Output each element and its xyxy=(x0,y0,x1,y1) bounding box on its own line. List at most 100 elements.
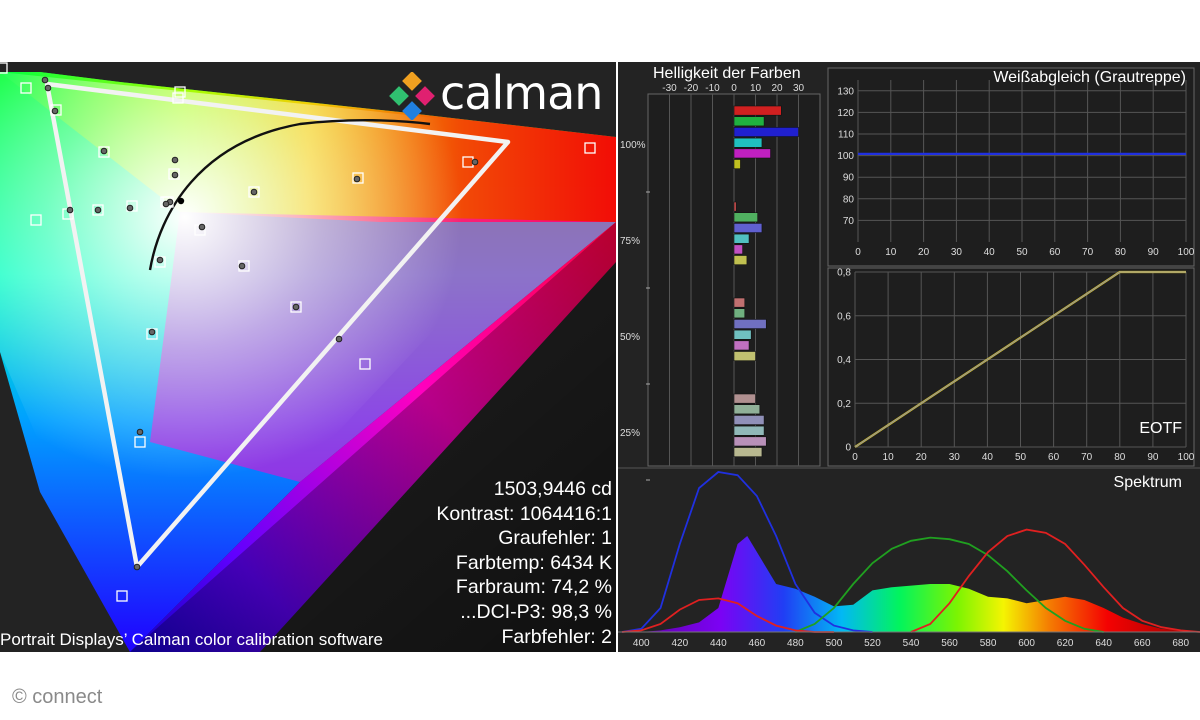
brightness-bar xyxy=(733,308,746,319)
measured-marker xyxy=(148,328,156,336)
measured-marker xyxy=(353,175,361,183)
calman-logo-text: calman xyxy=(440,66,603,120)
eotf-chart: 0,8 0,6 0,4 0,2 00 10 20 30 40 50 60 70 80 90 100 xyxy=(827,267,1195,467)
brightness-bar xyxy=(733,233,750,244)
bar-x-tick: 30 xyxy=(793,83,805,94)
series-line xyxy=(854,271,1186,448)
x-tick-label: 10 xyxy=(885,247,897,258)
target-marker xyxy=(20,82,32,94)
measured-marker xyxy=(66,206,74,214)
readout-gray-error: Graufehler: 1 xyxy=(498,527,612,550)
x-tick-label: 30 xyxy=(949,452,961,463)
brightness-chart-title: Helligkeit der Farben xyxy=(653,65,801,82)
target-marker xyxy=(174,86,186,98)
reference-spectrum-line xyxy=(621,471,873,633)
measured-marker xyxy=(171,156,179,164)
measured-marker xyxy=(171,171,179,179)
spectrum-x-tick: 480 xyxy=(787,638,804,649)
reference-spectrum-line xyxy=(795,536,1104,633)
brightness-bar xyxy=(733,116,765,127)
spectrum-chart: 400 420 440 460 480 500 520 540 560 580 600 620 640 6… xyxy=(618,471,1200,649)
x-tick-label: 80 xyxy=(1115,247,1127,258)
target-marker xyxy=(584,142,596,154)
measured-marker xyxy=(126,204,134,212)
spectrum-x-tick: 680 xyxy=(1172,638,1189,649)
brightness-bar xyxy=(733,255,748,265)
y-tick-label: 90 xyxy=(843,173,855,184)
measured-marker xyxy=(51,107,59,115)
x-tick-label: 50 xyxy=(1016,247,1028,258)
measured-marker xyxy=(238,262,246,270)
spectrum-x-tick: 540 xyxy=(903,638,920,649)
brightness-bar xyxy=(733,244,743,255)
x-tick-label: 20 xyxy=(916,452,928,463)
brightness-bar xyxy=(733,425,765,436)
readout-color-temp: Farbtemp: 6434 K xyxy=(455,551,612,574)
target-marker xyxy=(290,301,302,313)
measured-marker xyxy=(44,84,52,92)
spectrum-chart-title: Spektrum xyxy=(1113,474,1182,491)
x-tick-label: 80 xyxy=(1114,452,1126,463)
brightness-bar xyxy=(733,404,761,415)
x-tick-label: 90 xyxy=(1147,452,1159,463)
brightness-bar xyxy=(733,351,756,361)
bar-level-label: 75% xyxy=(620,236,640,247)
brightness-bar xyxy=(733,340,750,351)
white-balance-chart-title: Weißabgleich (Grautreppe) xyxy=(993,69,1186,86)
measured-marker xyxy=(156,256,164,264)
target-marker xyxy=(134,436,146,448)
target-marker xyxy=(126,200,138,212)
spectrum-x-tick: 440 xyxy=(710,638,727,649)
cie-measurement-markers xyxy=(0,62,596,602)
measured-spectrum xyxy=(622,536,1200,632)
x-tick-label: 90 xyxy=(1148,247,1160,258)
x-tick-label: 30 xyxy=(951,247,963,258)
brightness-bar xyxy=(733,201,737,212)
x-tick-label: 100 xyxy=(1178,452,1195,463)
x-tick-label: 60 xyxy=(1049,247,1061,258)
x-tick-label: 50 xyxy=(1015,452,1027,463)
readout-color-space: Farbraum: 74,2 % xyxy=(455,576,612,599)
measured-marker xyxy=(136,428,144,436)
y-tick-label: 0,2 xyxy=(837,399,851,410)
white-region xyxy=(0,72,616,652)
bar-level-label: 100% xyxy=(620,140,646,151)
target-marker xyxy=(359,358,371,370)
readout-color-error: Farbfehler: 2 xyxy=(501,625,612,648)
target-marker xyxy=(168,168,180,180)
target-marker xyxy=(116,590,128,602)
y-tick-label: 0,4 xyxy=(837,355,851,366)
measured-marker xyxy=(133,563,141,571)
brightness-bar xyxy=(733,415,765,425)
brightness-bar xyxy=(733,447,763,457)
x-tick-label: 0 xyxy=(855,247,861,258)
y-tick-label: 130 xyxy=(837,86,854,97)
readout-luminance: 1503,9446 cd xyxy=(493,478,612,500)
cie-diagram xyxy=(0,62,616,652)
target-marker xyxy=(172,92,184,104)
copyright-watermark: © connect xyxy=(12,686,103,708)
target-marker xyxy=(352,172,364,184)
brightness-bar xyxy=(733,148,771,159)
measured-marker xyxy=(471,158,479,166)
spectrum-x-tick: 460 xyxy=(749,638,766,649)
x-tick-label: 0 xyxy=(852,452,858,463)
y-tick-label: 120 xyxy=(837,108,854,119)
reference-spectrum-line xyxy=(621,597,834,633)
spectrum-x-tick: 420 xyxy=(671,638,688,649)
measured-marker xyxy=(198,223,206,231)
brightness-chart: -30 -20 -10 0 10 20 30 100% 75% 50% 25% xyxy=(620,83,821,481)
measured-marker xyxy=(292,303,300,311)
x-tick-label: 10 xyxy=(883,452,895,463)
measured-marker xyxy=(335,335,343,343)
reference-spectrum-line xyxy=(910,528,1200,633)
planckian-locus xyxy=(148,119,431,271)
brightness-bar xyxy=(733,436,767,447)
brightness-bar xyxy=(733,127,799,137)
brightness-bar xyxy=(733,329,752,340)
charts-panel: -30 -20 -10 0 10 20 30 100% 75% 50% 25% 130 120 110 1… xyxy=(618,62,1200,652)
readout-dci-p3: ...DCI-P3: 98,3 % xyxy=(460,600,612,623)
brightness-bar xyxy=(733,137,763,148)
measured-marker xyxy=(162,200,170,208)
bar-x-tick: 10 xyxy=(750,83,762,94)
